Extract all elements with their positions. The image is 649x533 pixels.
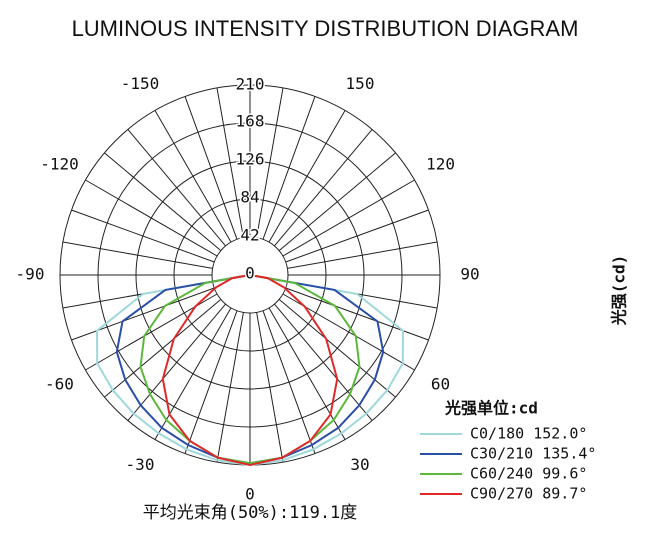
r-tick-label: 126 xyxy=(236,150,265,169)
legend-label: C0/180 152.0° xyxy=(470,425,587,443)
angle-tick-label: 90 xyxy=(460,265,479,284)
angle-tick-label: 120 xyxy=(426,155,455,174)
r-tick-label: 210 xyxy=(236,75,265,94)
angle-tick-label: 30 xyxy=(350,455,369,474)
r-tick-label: 168 xyxy=(236,112,265,131)
grid-ring xyxy=(97,122,403,428)
legend-label: C30/210 135.4° xyxy=(470,445,596,463)
angle-tick-label: -30 xyxy=(126,455,155,474)
legend-label: C60/240 99.6° xyxy=(470,465,587,483)
angle-tick-label: -120 xyxy=(40,155,79,174)
grid-ring xyxy=(211,236,289,314)
grid-ring xyxy=(135,160,365,390)
angle-tick-label: -60 xyxy=(45,375,74,394)
angle-tick-label: -90 xyxy=(16,265,45,284)
chart-title: LUMINOUS INTENSITY DISTRIBUTION DIAGRAM xyxy=(72,16,579,41)
legend-label: C90/270 89.7° xyxy=(470,485,587,503)
grid-ring xyxy=(173,198,327,352)
r-tick-label: 0 xyxy=(245,264,255,283)
angle-tick-label: 150 xyxy=(346,74,375,93)
series-line xyxy=(139,274,361,465)
angle-tick-label: 0 xyxy=(245,485,255,504)
r-tick-label: 42 xyxy=(240,226,259,245)
footer: 平均光束角(50%):119.1度 xyxy=(143,503,358,523)
r-tick-label: 84 xyxy=(240,188,259,207)
series-line xyxy=(161,274,339,467)
legend-title: 光强单位:cd xyxy=(444,399,538,418)
angle-tick-label: -150 xyxy=(121,74,160,93)
angle-tick-label: 60 xyxy=(431,375,450,394)
y-axis-label: 光强(cd) xyxy=(610,255,629,327)
